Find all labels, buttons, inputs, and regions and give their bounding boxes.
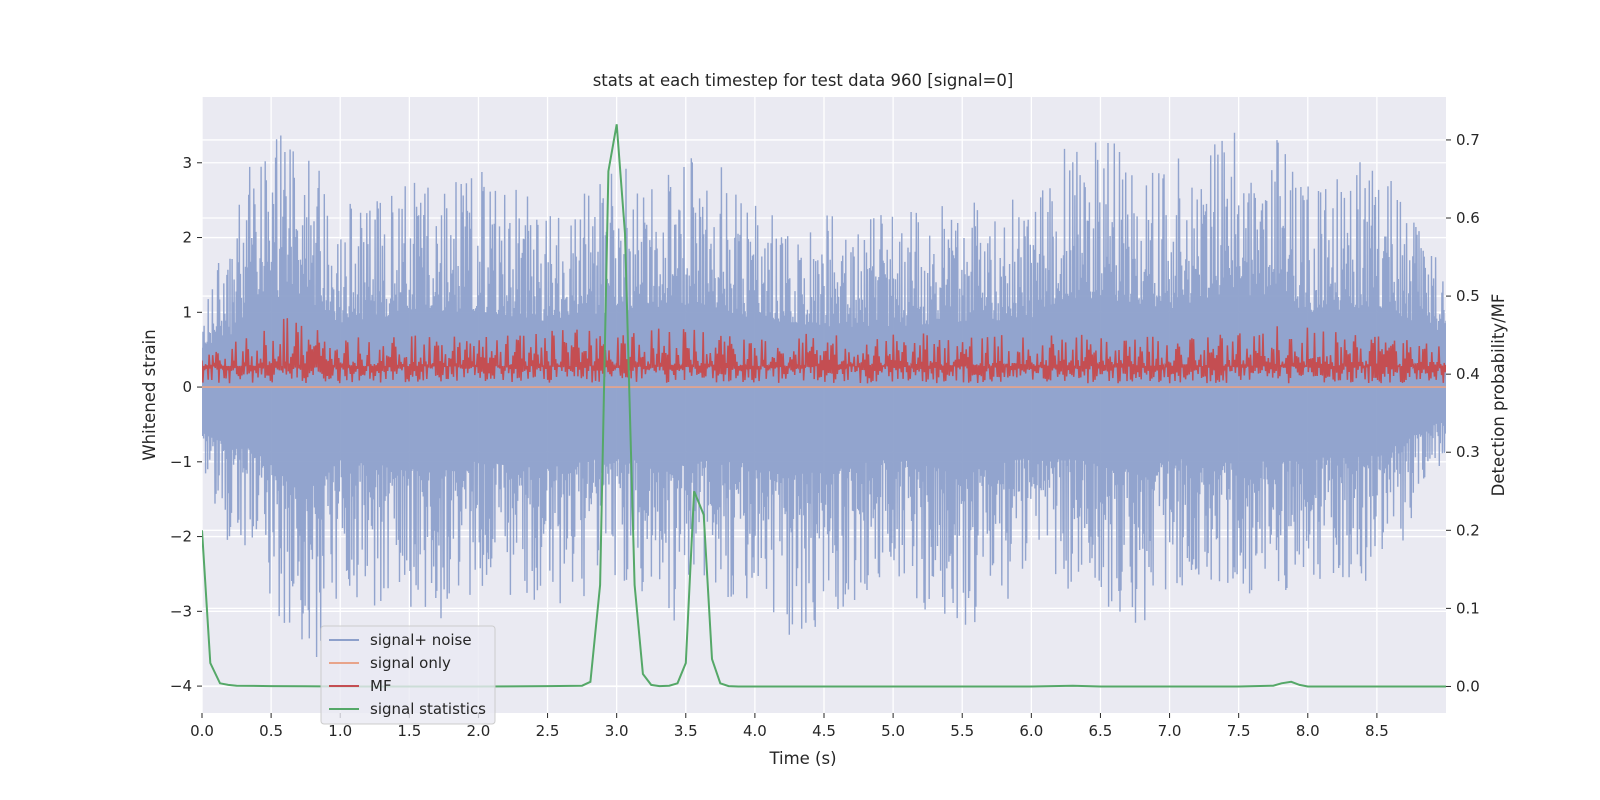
legend-label: signal+ noise	[370, 631, 472, 649]
y-right-tick-label: 0.2	[1456, 521, 1480, 539]
x-tick-label: 4.0	[743, 722, 767, 740]
x-tick-label: 3.5	[674, 722, 698, 740]
legend-entry: signal only	[329, 654, 451, 672]
y-axis-label: Whitened strain	[140, 329, 159, 460]
y-tick-label: 2	[182, 229, 192, 247]
x-tick-label: 8.0	[1296, 722, 1320, 740]
series-mf-line	[202, 318, 1446, 384]
y-right-tick-label: 0.5	[1456, 287, 1480, 305]
x-tick-label: 0.0	[190, 722, 214, 740]
y-right-tick-label: 0.7	[1456, 131, 1480, 149]
y-right-tick-label: 0.6	[1456, 209, 1480, 227]
x-tick-label: 5.5	[950, 722, 974, 740]
x-axis: 0.0 0.5 1.0 1.5 2.0 2.5 3.0 3.5 4.0 4.5 5.0 5.5 6.0 6…	[190, 713, 1389, 740]
series-signal-noise-line	[202, 132, 1446, 658]
legend-entry: signal+ noise	[329, 631, 472, 649]
legend-label: signal statistics	[370, 700, 486, 718]
x-tick-label: 2.0	[467, 722, 491, 740]
y-tick-label: −4	[170, 677, 192, 695]
x-tick-label: 0.5	[259, 722, 283, 740]
y-right-tick-label: 0.1	[1456, 599, 1480, 617]
x-tick-label: 7.5	[1227, 722, 1251, 740]
y-tick-label: 3	[182, 154, 192, 172]
x-tick-label: 6.0	[1019, 722, 1043, 740]
y-right-tick-label: 0.0	[1456, 677, 1480, 695]
x-tick-label: 3.0	[605, 722, 629, 740]
y-tick-label: −1	[170, 453, 192, 471]
x-axis-label: Time (s)	[768, 749, 836, 768]
x-tick-label: 8.5	[1365, 722, 1389, 740]
y-tick-label: −2	[170, 528, 192, 546]
x-tick-label: 7.0	[1158, 722, 1182, 740]
legend-box	[320, 625, 496, 725]
x-tick-label: 2.5	[536, 722, 560, 740]
y-axis-right: 0.7 0.6 0.5 0.4 0.3 0.2 0.1 0.0	[1446, 131, 1480, 695]
y-tick-label: 1	[182, 303, 192, 321]
x-tick-label: 1.5	[397, 722, 421, 740]
legend-label: MF	[370, 677, 392, 695]
legend: signal+ noise signal only MF signal stat…	[320, 625, 496, 725]
legend-label: signal only	[370, 654, 451, 672]
y-right-tick-label: 0.4	[1456, 365, 1480, 383]
x-tick-label: 4.5	[812, 722, 836, 740]
y-axis-left: 3 2 1 0 −1 −2 −3 −4	[170, 154, 202, 695]
y-tick-label: −3	[170, 602, 192, 620]
x-tick-label: 6.5	[1089, 722, 1113, 740]
legend-entry: MF	[329, 677, 392, 695]
y-tick-label: 0	[182, 378, 192, 396]
y-right-tick-label: 0.3	[1456, 443, 1480, 461]
chart-title: stats at each timestep for test data 960…	[593, 71, 1014, 90]
x-tick-label: 5.0	[881, 722, 905, 740]
y-axis-right-label: Detection probability/MF	[1489, 294, 1508, 497]
legend-entry: signal statistics	[329, 700, 486, 718]
x-tick-label: 1.0	[328, 722, 352, 740]
